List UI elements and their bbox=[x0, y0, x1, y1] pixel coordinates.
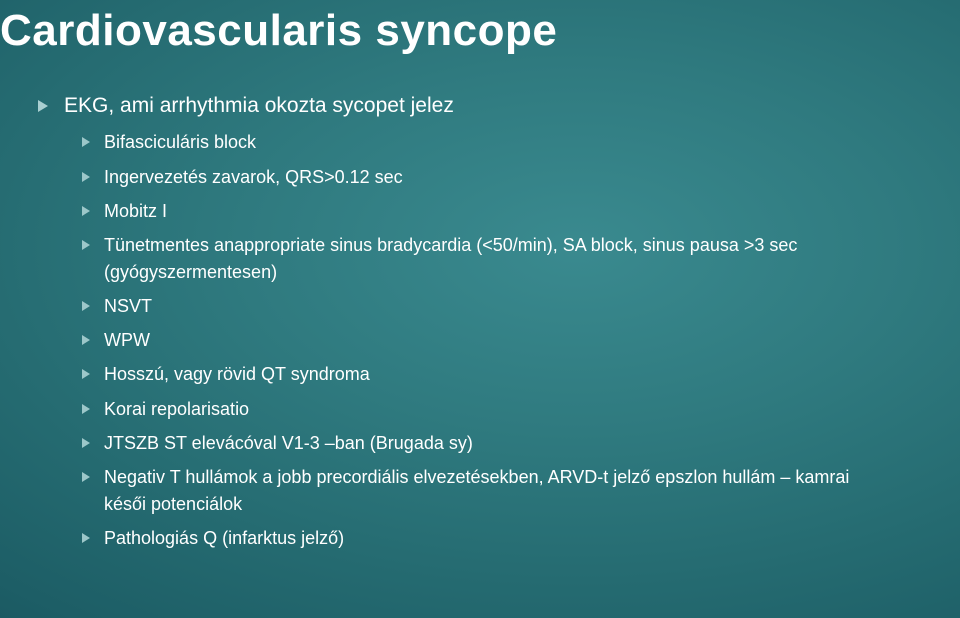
list-item: Ingervezetés zavarok, QRS>0.12 sec bbox=[82, 165, 920, 189]
list-item-text: NSVT bbox=[104, 296, 152, 316]
list-item: NSVT bbox=[82, 294, 920, 318]
list-item: Korai repolarisatio bbox=[82, 397, 920, 421]
slide-title: Cardiovascularis syncope bbox=[0, 6, 557, 56]
list-item-text: Korai repolarisatio bbox=[104, 399, 249, 419]
slide-content: EKG, ami arrhythmia okozta sycopet jelez… bbox=[38, 92, 920, 564]
bullet-list-level1: EKG, ami arrhythmia okozta sycopet jelez… bbox=[38, 92, 920, 550]
list-item-text: Negativ T hullámok a jobb precordiális e… bbox=[104, 467, 849, 487]
list-item: Bifasciculáris block bbox=[82, 130, 920, 154]
list-item: Hosszú, vagy rövid QT syndroma bbox=[82, 362, 920, 386]
list-item: Pathologiás Q (infarktus jelző) bbox=[82, 526, 920, 550]
list-item-text: Ingervezetés zavarok, QRS>0.12 sec bbox=[104, 167, 403, 187]
list-item-text-cont: késői potenciálok bbox=[104, 492, 920, 516]
list-item: Tünetmentes anappropriate sinus bradycar… bbox=[82, 233, 920, 284]
list-item-text: Bifasciculáris block bbox=[104, 132, 256, 152]
list-item-text: Tünetmentes anappropriate sinus bradycar… bbox=[104, 235, 797, 255]
list-item-text: JTSZB ST elevácóval V1-3 –ban (Brugada s… bbox=[104, 433, 473, 453]
list-item-text: Pathologiás Q (infarktus jelző) bbox=[104, 528, 344, 548]
bullet-list-level2: Bifasciculáris block Ingervezetés zavaro… bbox=[82, 130, 920, 550]
list-item: Mobitz I bbox=[82, 199, 920, 223]
list-item-text: Hosszú, vagy rövid QT syndroma bbox=[104, 364, 370, 384]
list-item-text: WPW bbox=[104, 330, 150, 350]
list-item-text-cont: (gyógyszermentesen) bbox=[104, 260, 920, 284]
list-item-text: EKG, ami arrhythmia okozta sycopet jelez bbox=[64, 94, 454, 117]
list-item: Negativ T hullámok a jobb precordiális e… bbox=[82, 465, 920, 516]
list-item: WPW bbox=[82, 328, 920, 352]
list-item-text: Mobitz I bbox=[104, 201, 167, 221]
slide: Cardiovascularis syncope EKG, ami arrhyt… bbox=[0, 0, 960, 618]
list-item: EKG, ami arrhythmia okozta sycopet jelez… bbox=[38, 92, 920, 550]
list-item: JTSZB ST elevácóval V1-3 –ban (Brugada s… bbox=[82, 431, 920, 455]
